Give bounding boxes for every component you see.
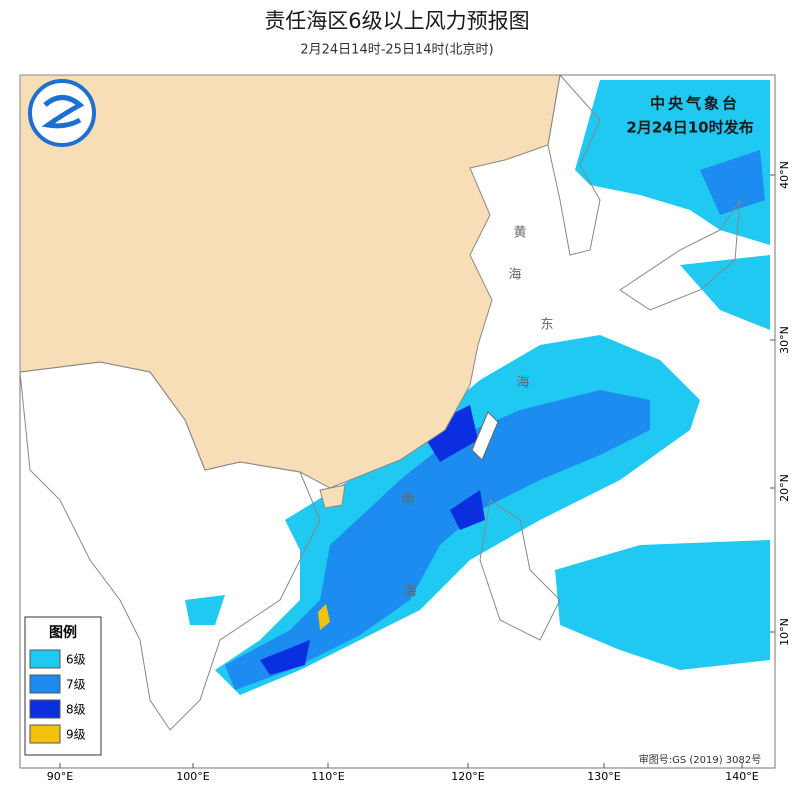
map-subtitle: 2月24日14时-25日14时(北京时) xyxy=(300,43,493,58)
latitude-label: 10°N xyxy=(778,618,791,646)
sea-label: 黄 xyxy=(513,226,526,241)
wind-zone-8 xyxy=(260,640,310,675)
japan-outline xyxy=(619,199,741,311)
wind-zone-7 xyxy=(225,390,650,690)
longitude-label: 120°E xyxy=(451,770,484,783)
legend-swatch xyxy=(29,649,61,669)
longitude-label: 90°E xyxy=(47,770,73,783)
sea-label: 南 xyxy=(401,492,414,508)
southeast-asia-outline xyxy=(19,361,321,731)
legend-title: 图例 xyxy=(49,624,77,641)
sea-label: 海 xyxy=(403,585,416,600)
wind-zone-8 xyxy=(450,490,485,530)
legend-swatch xyxy=(29,674,61,694)
logo-mark xyxy=(41,95,85,129)
map-title: 责任海区6级以上风力预报图 xyxy=(264,9,529,33)
longitude-label: 140°E xyxy=(725,770,758,783)
latitude-label: 40°N xyxy=(778,161,791,189)
legend-label: 8级 xyxy=(66,703,86,717)
latitude-label: 20°N xyxy=(778,474,791,502)
legend-label: 7级 xyxy=(66,678,86,692)
legend-swatch xyxy=(29,699,61,719)
korea-outline xyxy=(547,73,601,256)
legend-label: 6级 xyxy=(66,653,86,667)
wind-zone-6 xyxy=(680,255,770,330)
legend-swatch xyxy=(29,724,61,744)
longitude-label: 100°E xyxy=(176,770,209,783)
sea-label: 海 xyxy=(516,376,529,391)
map-body: 中央气象台 2月24日10时发布 图例 审图号:GS (2019) 3082号 xyxy=(19,73,776,769)
issuer-name: 中央气象台 xyxy=(650,95,740,113)
hainan-island xyxy=(319,484,346,509)
issue-time: 2月24日10时发布 xyxy=(626,119,753,137)
wind-zone-9 xyxy=(318,604,330,630)
longitude-label: 110°E xyxy=(311,770,344,783)
latitude-label: 30°N xyxy=(778,326,791,354)
approval-number: 审图号:GS (2019) 3082号 xyxy=(639,753,762,766)
wind-zone-6 xyxy=(555,540,770,670)
philippines-outline xyxy=(479,499,561,641)
sea-label: 海 xyxy=(508,268,521,283)
legend-label: 9级 xyxy=(66,728,86,742)
wind-zone-8 xyxy=(420,405,478,462)
wind-zone-7 xyxy=(700,150,765,215)
taiwan-island xyxy=(471,411,499,461)
longitude-label: 130°E xyxy=(587,770,620,783)
wind-zone-6 xyxy=(185,595,225,625)
sea-label: 东 xyxy=(540,318,553,333)
